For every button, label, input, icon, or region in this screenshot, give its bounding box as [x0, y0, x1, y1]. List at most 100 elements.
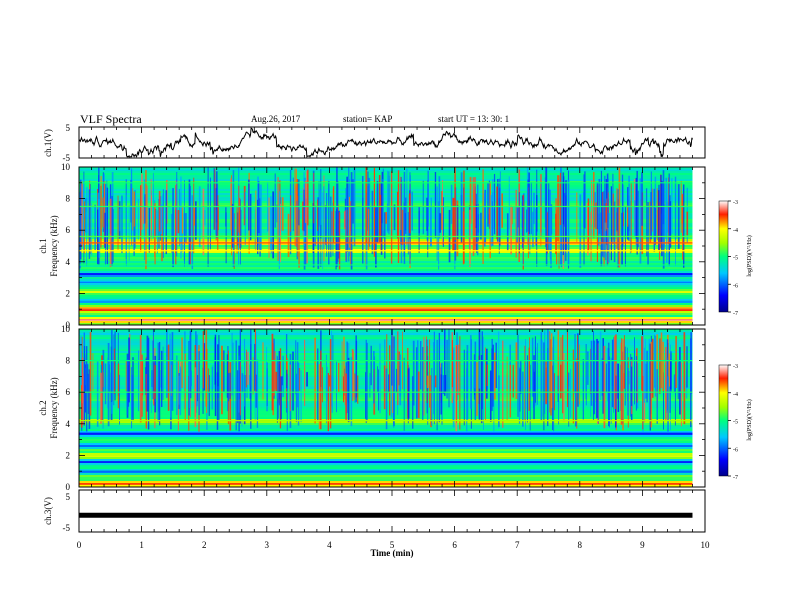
ch1-spectrogram-row [79, 241, 693, 243]
ch2-spectrogram-row [79, 381, 693, 383]
ch1-spectrogram-row [79, 249, 693, 251]
ch3-ytick-bottom: -5 [63, 523, 71, 533]
ch1-spectrogram-row [79, 283, 693, 285]
x-tick-label: 0 [77, 540, 82, 550]
ch2-spectrogram-row [79, 371, 693, 373]
ch1-spectrogram-row [79, 301, 693, 303]
figure-title: VLF Spectra [80, 112, 142, 126]
ch2-spectrogram-row [79, 423, 693, 425]
x-tick-label: 9 [640, 540, 645, 550]
ch2-spectrogram-row [79, 357, 693, 359]
ch2-spectrogram-row [79, 365, 693, 367]
ch1-ytick-top: 5 [66, 123, 71, 133]
ch2-spectrogram-row [79, 465, 693, 467]
x-tick-label: 10 [701, 540, 711, 550]
ch1-spectrogram-image [79, 167, 693, 325]
ch1-spectrogram-row [79, 191, 693, 193]
ch1-spectrogram-row [79, 309, 693, 311]
x-axis-label: Time (min) [370, 548, 413, 558]
ch1-spectrogram-row [79, 299, 693, 301]
ch1-spectrogram-row [79, 259, 693, 261]
ch2-spectrogram-row [79, 397, 693, 399]
ch3-ytick-top: 5 [66, 492, 71, 502]
ch2-spectrogram-row [79, 355, 693, 357]
ch1-spectrogram-row [79, 211, 693, 213]
ch1-spectrogram-row [79, 195, 693, 197]
ch1-spectrogram-row [79, 311, 693, 313]
ch1-spectrogram-row [79, 177, 693, 179]
ch2-spectrogram-row [79, 403, 693, 405]
ch2-spectrogram-row [79, 469, 693, 471]
x-tick-label: 6 [452, 540, 457, 550]
ch1-spectrogram-row [79, 187, 693, 189]
ch1-spectrogram-row [79, 317, 693, 319]
ch2-spectrogram-image [79, 329, 693, 487]
ch1-ytick-bottom: -5 [63, 153, 71, 163]
x-tick-label: 7 [515, 540, 520, 550]
x-tick-label: 8 [578, 540, 583, 550]
ch2-spectrogram-row [79, 459, 693, 461]
ch1-spectrogram-ytick-label: 4 [66, 257, 71, 267]
ch2-spectrogram-row [79, 413, 693, 415]
ch1-spectrogram-row [79, 183, 693, 185]
ch1-spectrogram-row [79, 201, 693, 203]
x-tick-label: 1 [139, 540, 144, 550]
ch3-plot-frame [78, 489, 706, 533]
ch2-spectrogram-row [79, 453, 693, 455]
ch2-colorbar-tick-label: -7 [733, 475, 738, 481]
ch2-spectrogram-row [79, 451, 693, 453]
ch2-colorbar-label: log(PSD)(V²/Hz) [746, 399, 753, 440]
ch2-spectrogram-ytick-label: 2 [66, 450, 71, 460]
x-tick-label: 5 [390, 540, 395, 550]
ch2-spectrogram-row [79, 481, 693, 483]
ch2-spectrogram-row [79, 405, 693, 407]
ch1-ylabel-frequency: Frequency (kHz) [49, 215, 59, 276]
ch1-ylabel-channel: ch.1 [38, 238, 48, 253]
ch1-spectrogram-row [79, 231, 693, 233]
ch2-spectrogram-row [79, 439, 693, 441]
ch2-spectrogram-row [79, 443, 693, 445]
ch1-spectrogram-row [79, 167, 693, 169]
ch1-spectrogram-row [79, 265, 693, 267]
ch1-colorbar-tick-label: -5 [733, 256, 738, 262]
ch2-spectrogram-row [79, 361, 693, 363]
ch2-spectrogram-row [79, 463, 693, 465]
figure-station: station= KAP [343, 114, 392, 124]
ch1-colorbar [718, 200, 729, 313]
ch1-spectrogram-row [79, 181, 693, 183]
ch2-spectrogram-row [79, 379, 693, 381]
ch1-spectrogram-row [79, 279, 693, 281]
ch2-spectrogram-ytick-label: 8 [66, 356, 71, 366]
ch2-spectrogram-row [79, 473, 693, 475]
ch1-spectrogram-row [79, 237, 693, 239]
ch1-spectrogram-row [79, 277, 693, 279]
ch2-spectrogram-row [79, 433, 693, 435]
ch2-ylabel-frequency: Frequency (kHz) [49, 377, 59, 438]
ch2-spectrogram-row [79, 407, 693, 409]
ch1-spectrogram-row [79, 255, 693, 257]
ch2-spectrogram-row [79, 477, 693, 479]
ch2-spectrogram-row [79, 393, 693, 395]
ch2-spectrogram-row [79, 385, 693, 387]
ch1-spectrogram-row [79, 307, 693, 309]
ch2-spectrogram-row [79, 431, 693, 433]
ch1-waveform-line [78, 127, 693, 159]
ch2-spectrogram-row [79, 377, 693, 379]
ch2-spectrogram-ytick-label: 10 [61, 324, 71, 334]
ch1-colorbar-tick-label: -6 [733, 283, 738, 289]
ch1-spectrogram-row [79, 197, 693, 199]
ch2-spectrogram-row [79, 383, 693, 385]
ch1-spectrogram-row [79, 289, 693, 291]
ch2-spectrogram-row [79, 373, 693, 375]
ch2-spectrogram-row [79, 349, 693, 351]
ch2-spectrogram-row [79, 367, 693, 369]
ch1-spectrogram-ytick-label: 10 [61, 162, 71, 172]
ch2-spectrogram-row [79, 471, 693, 473]
ch1-spectrogram-row [79, 253, 693, 255]
ch2-spectrogram-row [79, 335, 693, 337]
ch1-spectrogram-row [79, 175, 693, 177]
ch1-spectrogram-row [79, 269, 693, 271]
ch1-spectrogram-row [79, 293, 693, 295]
ch1-spectrogram-row [79, 247, 693, 249]
